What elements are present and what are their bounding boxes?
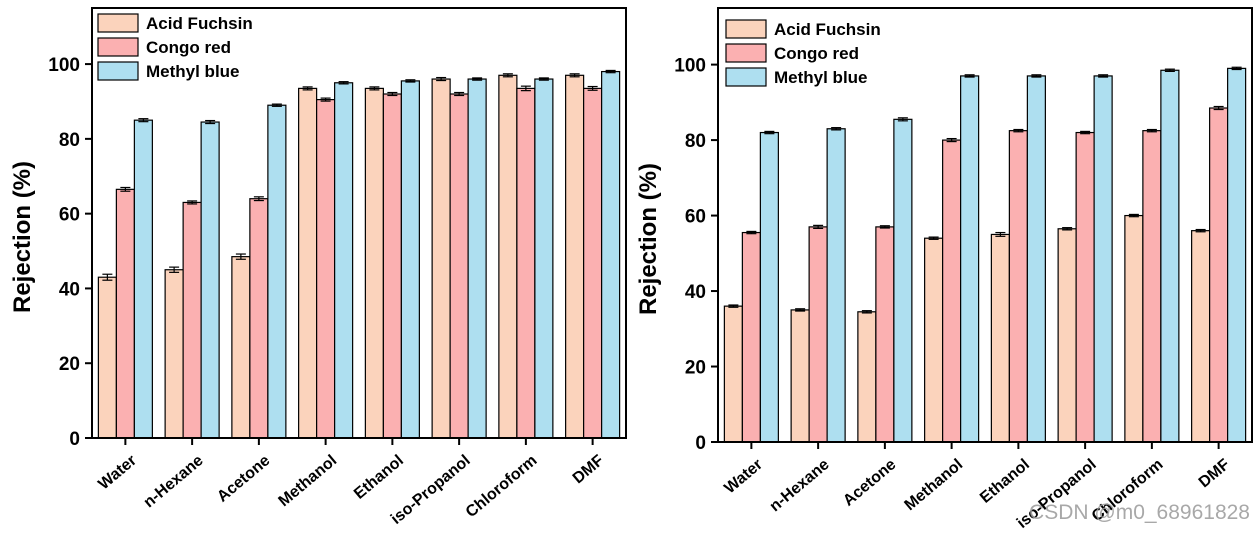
bar-acid-fuchsin-water <box>98 277 116 438</box>
bar-acid-fuchsin-n-hexane <box>165 270 183 438</box>
bar-methyl-blue-ethanol <box>401 81 419 438</box>
legend-swatch-methyl-blue <box>98 62 138 80</box>
x-tick-label-ethanol: Ethanol <box>351 452 407 503</box>
right-chart-panel: 0 20 40 60 80 100 Water n-Hexane Acetone Methanol… <box>635 8 1252 532</box>
x-tick-label-n-hexane: n-Hexane <box>767 456 833 515</box>
bar-acid-fuchsin-chloroform <box>1125 216 1143 442</box>
x-tick-label-water: Water <box>95 452 140 493</box>
legend-label-methyl-blue: Methyl blue <box>146 62 240 81</box>
bar-methyl-blue-dmf <box>602 72 620 438</box>
y-tick-label-100: 100 <box>48 55 80 76</box>
y-tick-label-40: 40 <box>59 279 80 300</box>
bar-acid-fuchsin-water <box>724 306 742 442</box>
y-tick-label-0: 0 <box>69 429 80 450</box>
legend-swatch-congo-red <box>98 38 138 56</box>
y-tick-label-80: 80 <box>685 131 706 152</box>
x-tick-label-methanol: Methanol <box>275 452 340 510</box>
left-chart-panel: 0 20 40 60 80 100 Water n-Hexane Acetone Methanol… <box>9 8 626 528</box>
x-tick-label-chloroform: Chloroform <box>463 452 541 521</box>
bar-acid-fuchsin-chloroform <box>499 75 517 438</box>
bar-methyl-blue-acetone <box>268 105 286 438</box>
bar-congo-red-dmf <box>1210 108 1228 442</box>
bar-acid-fuchsin-n-hexane <box>791 310 809 442</box>
y-tick-label-0: 0 <box>695 433 706 454</box>
x-tick-label-water: Water <box>721 456 766 497</box>
bar-acid-fuchsin-methanol <box>299 88 317 438</box>
bar-methyl-blue-methanol <box>961 76 979 442</box>
bar-acid-fuchsin-iso-propanol <box>432 79 450 438</box>
watermark-text: CSDN @m0_68961828 <box>1029 501 1250 524</box>
bar-acid-fuchsin-acetone <box>232 257 250 438</box>
bar-congo-red-chloroform <box>1143 131 1161 442</box>
bar-congo-red-iso-propanol <box>1076 133 1094 442</box>
bar-congo-red-chloroform <box>517 88 535 438</box>
bar-congo-red-iso-propanol <box>450 94 468 438</box>
bar-methyl-blue-n-hexane <box>201 122 219 438</box>
y-axis-title: Rejection (%) <box>9 161 36 313</box>
bar-congo-red-methanol <box>943 140 961 442</box>
legend-swatch-acid-fuchsin <box>98 14 138 32</box>
bar-acid-fuchsin-ethanol <box>365 88 383 438</box>
bar-methyl-blue-water <box>760 133 778 442</box>
bar-acid-fuchsin-dmf <box>566 75 584 438</box>
legend-label-congo-red: Congo red <box>774 44 859 63</box>
bar-congo-red-water <box>742 233 760 442</box>
bar-acid-fuchsin-acetone <box>858 312 876 442</box>
y-tick-label-100: 100 <box>674 56 706 77</box>
y-axis-title: Rejection (%) <box>635 163 662 315</box>
y-tick-label-20: 20 <box>685 358 706 379</box>
y-tick-label-60: 60 <box>59 205 80 226</box>
bar-congo-red-acetone <box>876 227 894 442</box>
bar-methyl-blue-iso-propanol <box>1094 76 1112 442</box>
x-tick-label-methanol: Methanol <box>901 456 966 514</box>
bar-acid-fuchsin-dmf <box>1192 231 1210 442</box>
bar-congo-red-acetone <box>250 199 268 438</box>
bar-methyl-blue-iso-propanol <box>468 79 486 438</box>
bar-congo-red-water <box>116 189 134 438</box>
legend-swatch-acid-fuchsin <box>726 20 766 38</box>
bar-methyl-blue-n-hexane <box>827 129 845 442</box>
bar-methyl-blue-ethanol <box>1027 76 1045 442</box>
x-tick-label-dmf: DMF <box>1196 456 1234 491</box>
bar-methyl-blue-methanol <box>335 83 353 438</box>
bar-methyl-blue-acetone <box>894 119 912 442</box>
bar-acid-fuchsin-iso-propanol <box>1058 229 1076 442</box>
bar-methyl-blue-chloroform <box>535 79 553 438</box>
bar-congo-red-methanol <box>317 100 335 438</box>
legend-swatch-congo-red <box>726 44 766 62</box>
y-tick-label-80: 80 <box>59 130 80 151</box>
bar-acid-fuchsin-ethanol <box>991 234 1009 442</box>
legend-label-congo-red: Congo red <box>146 38 231 57</box>
bar-methyl-blue-dmf <box>1228 68 1246 442</box>
bar-congo-red-dmf <box>584 88 602 438</box>
legend-label-methyl-blue: Methyl blue <box>774 68 868 87</box>
x-tick-label-acetone: Acetone <box>214 452 273 506</box>
bar-congo-red-n-hexane <box>183 202 201 438</box>
bar-congo-red-n-hexane <box>809 227 827 442</box>
x-tick-label-dmf: DMF <box>570 452 608 487</box>
bar-congo-red-ethanol <box>1009 131 1027 442</box>
y-tick-label-40: 40 <box>685 282 706 303</box>
x-tick-label-acetone: Acetone <box>840 456 899 510</box>
bar-methyl-blue-water <box>134 120 152 438</box>
y-tick-label-20: 20 <box>59 354 80 375</box>
bar-acid-fuchsin-methanol <box>925 238 943 442</box>
bar-methyl-blue-chloroform <box>1161 70 1179 442</box>
y-tick-label-60: 60 <box>685 207 706 228</box>
legend-label-acid-fuchsin: Acid Fuchsin <box>146 14 253 33</box>
x-tick-label-ethanol: Ethanol <box>977 456 1033 507</box>
legend-swatch-methyl-blue <box>726 68 766 86</box>
bar-congo-red-ethanol <box>383 94 401 438</box>
figure-canvas: 020406080100Water n-Hexane Acetone Methanol… <box>0 0 1256 533</box>
x-tick-label-n-hexane: n-Hexane <box>141 452 207 511</box>
legend-label-acid-fuchsin: Acid Fuchsin <box>774 20 881 39</box>
